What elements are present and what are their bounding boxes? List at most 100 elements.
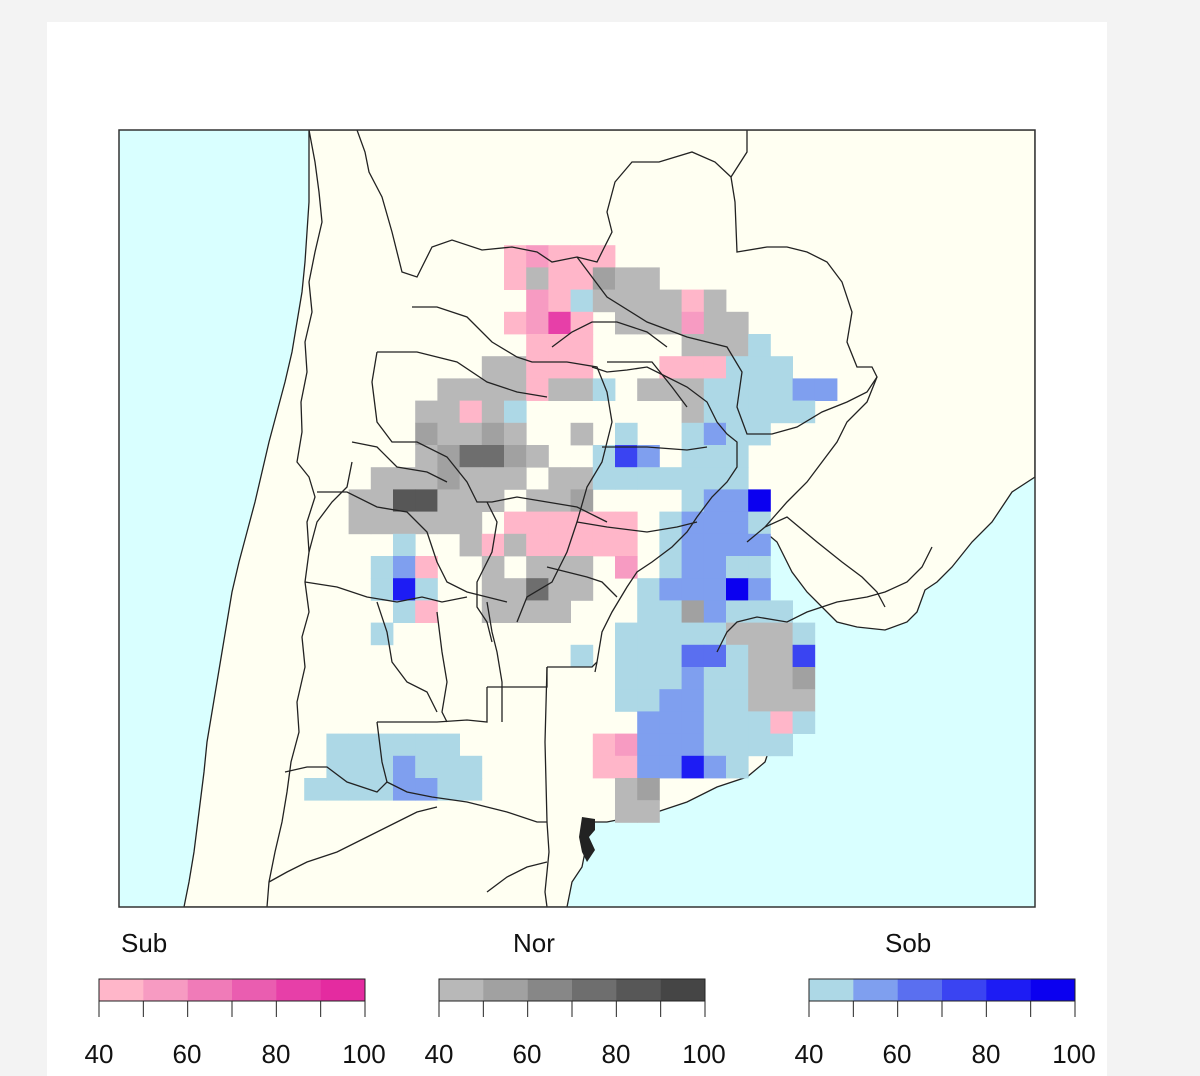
grid-cell-sob — [726, 533, 749, 557]
grid-cell-nor — [370, 467, 394, 490]
grid-cell-sub — [592, 755, 616, 779]
grid-cell-nor — [570, 422, 594, 446]
grid-cell-sob — [615, 467, 638, 490]
grid-cell-sob — [726, 755, 749, 779]
grid-cell-nor — [792, 667, 816, 690]
grid-cell-sob — [681, 489, 705, 512]
grid-cell-nor — [393, 467, 416, 490]
border-prov-11 — [591, 366, 738, 673]
grid-cell-nor — [726, 311, 749, 335]
grid-cell-nor — [570, 378, 594, 401]
grid-cell-nor — [615, 311, 638, 335]
map-area — [119, 130, 1035, 907]
grid-cell-sub — [526, 511, 549, 535]
grid-cell-sub — [526, 289, 549, 313]
legend-title-sub: Sub — [121, 928, 168, 958]
grid-cell-nor — [481, 422, 505, 446]
grid-cell-sob — [393, 556, 416, 579]
legend-title-sob: Sob — [885, 928, 932, 958]
grid-cell-sob — [681, 556, 705, 579]
border-prov-7 — [304, 581, 468, 603]
grid-cell-sob — [370, 622, 394, 646]
grid-cell-nor — [726, 622, 749, 646]
grid-cell-sub — [592, 245, 616, 268]
border-prov-4 — [351, 441, 448, 483]
grid-cell-nor — [459, 467, 483, 490]
grid-cell-nor — [770, 689, 793, 712]
grid-cell-sob — [437, 778, 460, 801]
grid-cell-sob — [703, 400, 727, 424]
grid-cell-sob — [637, 689, 660, 712]
border-bolivia — [356, 130, 732, 278]
legend-swatch-sub — [232, 979, 277, 1001]
legend-tick-nor-40: 40 — [424, 1039, 454, 1069]
grid-cell-nor — [415, 400, 438, 424]
grid-cell-nor — [748, 689, 771, 712]
probability-map — [118, 129, 1036, 908]
grid-cell-sob — [792, 622, 816, 646]
grid-cell-nor — [459, 378, 483, 401]
grid-cell-sob — [348, 778, 372, 801]
grid-cell-nor — [592, 267, 616, 290]
legend-tick-sob-80: 80 — [971, 1039, 1001, 1069]
grid-cell-sob — [726, 378, 749, 401]
grid-cell-sob — [592, 445, 616, 468]
grid-cell-sob — [748, 533, 771, 557]
grid-cell-nor — [637, 378, 660, 401]
grid-cell-nor — [504, 422, 527, 446]
grid-cell-nor — [637, 778, 660, 801]
border-prov-10 — [436, 611, 448, 723]
grid-cell-nor — [348, 489, 372, 512]
grid-cell-sob — [437, 755, 460, 779]
grid-cell-sob — [637, 622, 660, 646]
grid-cell-nor — [437, 378, 460, 401]
grid-cell-sub — [592, 533, 616, 557]
grid-cell-sub — [415, 600, 438, 623]
grid-cell-nor — [770, 667, 793, 690]
border-uruguay — [746, 516, 886, 608]
grid-cell-sub — [570, 356, 594, 379]
grid-cell-nor — [393, 511, 416, 535]
grid-cell-sob — [770, 400, 793, 424]
grid-cell-sub — [570, 334, 594, 357]
border-prov-6 — [308, 461, 353, 553]
grid-cell-nor — [504, 378, 527, 401]
grid-cell-sob — [637, 711, 660, 734]
grid-cell-nor — [370, 511, 394, 535]
grid-cell-nor — [659, 289, 682, 313]
grid-cell-sob — [703, 445, 727, 468]
grid-cell-nor — [393, 489, 416, 512]
grid-cell-nor — [504, 600, 527, 623]
grid-cell-sob — [726, 556, 749, 579]
legend-swatch-nor — [660, 979, 706, 1001]
grid-cell-sub — [659, 356, 682, 379]
grid-cell-sob — [726, 600, 749, 623]
grid-cell-sob — [592, 378, 616, 401]
grid-cell-sob — [659, 667, 682, 690]
grid-cell-sob — [415, 755, 438, 779]
grid-cell-sob — [637, 644, 660, 668]
legend-swatch-sub — [276, 979, 321, 1001]
border-prov-14 — [602, 446, 708, 451]
grid-cell-sob — [659, 755, 682, 779]
legend-swatch-nor — [616, 979, 661, 1001]
grid-cell-nor — [681, 334, 705, 357]
grid-cell-nor — [504, 533, 527, 557]
grid-cell-sob — [748, 556, 771, 579]
grid-cell-sob — [615, 667, 638, 690]
grid-cell-sob — [370, 755, 394, 779]
grid-cell-sob — [703, 511, 727, 535]
legend-tick-nor-80: 80 — [601, 1039, 631, 1069]
grid-cell-sob — [703, 644, 727, 668]
border-prov-20 — [547, 661, 598, 668]
legend-swatch-sub — [320, 979, 366, 1001]
grid-cell-nor — [459, 533, 483, 557]
grid-cell-nor — [504, 578, 527, 601]
grid-cell-sob — [748, 400, 771, 424]
grid-cell-sob — [459, 755, 483, 779]
grid-cell-sob — [348, 755, 372, 779]
grid-cell-sob — [615, 689, 638, 712]
grid-cell-sob — [703, 667, 727, 690]
grid-cell-nor — [570, 556, 594, 579]
grid-cell-sub — [570, 311, 594, 335]
